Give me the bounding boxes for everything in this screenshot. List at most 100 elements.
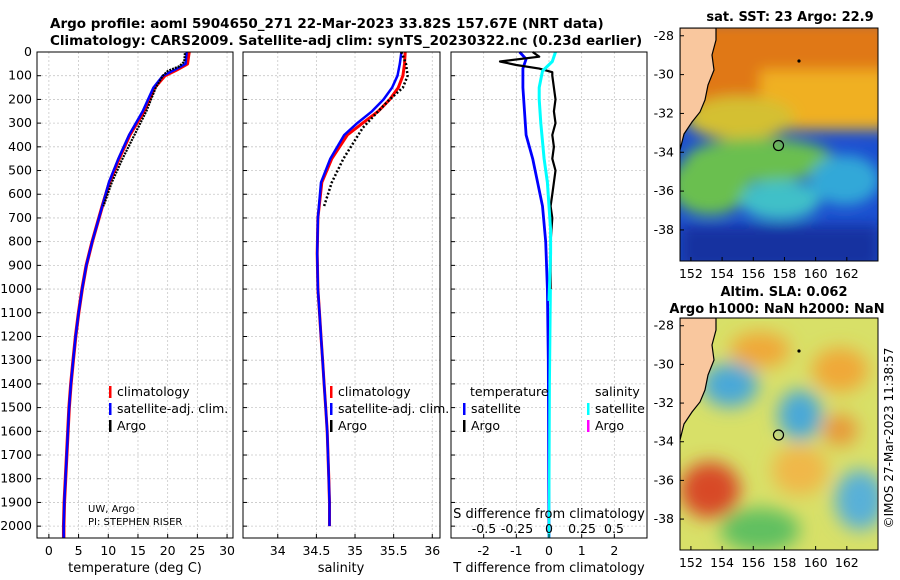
depth-tick-label: 300 xyxy=(8,115,32,130)
sal-satellite-line xyxy=(315,51,403,527)
diff-temp-satellite-line xyxy=(518,51,551,539)
diff-xtick-label: 2 xyxy=(610,543,618,558)
temp-frame xyxy=(36,51,234,539)
diff-temp-argo-line xyxy=(498,51,557,290)
diff-xtick-label: 0 xyxy=(545,543,553,558)
sla-high-center xyxy=(772,445,828,495)
sst-field xyxy=(680,28,878,261)
depth-tick-label: 1300 xyxy=(0,352,32,367)
diff-sal-legend-label: Argo xyxy=(595,418,624,433)
sal-legend-swatch xyxy=(330,386,333,398)
depth-tick-label: 500 xyxy=(8,163,32,178)
temperature-panel: 0100200300400500600700800900100011001200… xyxy=(0,44,235,576)
sla-map: Altim. SLA: 0.062 Argo h1000: NaN h2000:… xyxy=(654,285,885,570)
temp-argo-line xyxy=(102,53,186,207)
temp-xtick-label: 25 xyxy=(189,543,205,558)
sla-high-north xyxy=(730,332,790,368)
sla-map-title: Altim. SLA: 0.062 xyxy=(721,285,848,300)
diff-temp-legend-swatch xyxy=(463,420,466,432)
diff-legend-title-salinity: salinity xyxy=(595,384,640,399)
sst-float-marker xyxy=(772,139,785,152)
diff-temp-legend-label: satellite xyxy=(471,401,521,416)
diff-xlabel: T difference from climatology xyxy=(452,561,645,576)
diff-sal-legend-swatch xyxy=(587,420,590,432)
sst-ticks: 152 154 156 158 160 162 -28 -30 -32 -34 -36 -38 xyxy=(654,28,859,281)
temp-legend-label: satellite-adj. clim. xyxy=(117,401,228,416)
sst-xtick-label: 152 xyxy=(679,266,703,281)
depth-tick-label: 1000 xyxy=(0,281,32,296)
sst-xtick-label: 158 xyxy=(773,266,797,281)
diff-sal-satellite-line xyxy=(537,51,557,301)
difference-panel: -2 -1 0 1 2 T difference from climatology S di… xyxy=(450,51,648,576)
sla-low-center xyxy=(778,390,822,440)
sla-map-frame xyxy=(679,317,879,551)
figure-title-line1: Argo profile: aoml 5904650_271 22-Mar-20… xyxy=(50,16,604,32)
diff-temp-legend-label: Argo xyxy=(471,418,500,433)
sst-map-frame xyxy=(679,27,879,262)
depth-tick-label: 700 xyxy=(8,210,32,225)
sst-eddy-cyan xyxy=(740,180,820,220)
sst-ytick-label: -32 xyxy=(654,105,674,120)
sla-map-subtitle: Argo h1000: NaN h2000: NaN xyxy=(669,302,884,317)
temp-xtick-label: 20 xyxy=(160,543,176,558)
temp-xtick-label: 10 xyxy=(100,543,116,558)
diff-sal-satellite-deep xyxy=(547,289,552,539)
sst-map-title: sat. SST: 23 Argo: 22.9 xyxy=(706,10,873,25)
depth-tick-label: 600 xyxy=(8,186,32,201)
sla-xtick-label: 158 xyxy=(773,555,797,570)
sal-legend-label: climatology xyxy=(338,384,411,399)
sla-ytick-label: -28 xyxy=(654,318,674,333)
sal-xtick-label: 35 xyxy=(347,543,363,558)
depth-tick-label: 200 xyxy=(8,91,32,106)
sal-background xyxy=(243,52,440,538)
depth-tick-label: 1100 xyxy=(0,305,32,320)
sal-xtick-label: 36 xyxy=(424,543,440,558)
depth-tick-label: 1700 xyxy=(0,447,32,462)
sla-ytick-label: -34 xyxy=(654,434,674,449)
depth-tick-label: 1900 xyxy=(0,494,32,509)
temp-xtick-label: 0 xyxy=(45,543,53,558)
sla-float-marker xyxy=(772,429,785,441)
diff-legend-title-temperature: temperature xyxy=(470,384,549,399)
imos-timestamp: ©IMOS 27-Mar-2023 11:38:57 xyxy=(882,348,896,529)
depth-tick-label: 1800 xyxy=(0,471,32,486)
diff-salinity-tick-label: -0.5 xyxy=(472,521,496,536)
sal-frame xyxy=(242,51,441,539)
depth-tick-label: 0 xyxy=(24,44,32,59)
depth-tick-label: 1500 xyxy=(0,400,32,415)
sal-xtick-label: 35.5 xyxy=(380,543,408,558)
sst-cold-south xyxy=(680,225,878,261)
sal-legend-swatch xyxy=(330,420,333,432)
sal-xlabel: salinity xyxy=(318,561,365,576)
temp-xtick-label: 5 xyxy=(75,543,83,558)
temp-xtick-label: 15 xyxy=(130,543,146,558)
sst-xtick-label: 160 xyxy=(804,266,828,281)
temp-xlabel: temperature (deg C) xyxy=(68,561,202,576)
diff-temp-legend-swatch xyxy=(463,403,466,415)
sla-xtick-label: 152 xyxy=(679,555,703,570)
sst-coastal-green xyxy=(680,155,750,215)
sst-east-cyan xyxy=(810,155,878,205)
diff-salinity-tick-label: 0 xyxy=(545,521,553,536)
sla-high-ne xyxy=(812,348,868,392)
sst-ytick-label: -28 xyxy=(654,28,674,43)
sst-xtick-label: 154 xyxy=(710,266,734,281)
figure-title-line2: Climatology: CARS2009. Satellite-adj cli… xyxy=(50,33,642,49)
depth-tick-label: 1400 xyxy=(0,376,32,391)
sst-ytick-label: -34 xyxy=(654,144,674,159)
temp-satellite-line xyxy=(62,51,188,538)
diff-sal-legend-label: satellite xyxy=(595,401,645,416)
sst-mid-band xyxy=(685,96,795,140)
diff-salinity-tick-label: -0.25 xyxy=(501,521,533,536)
sla-ytick-label: -30 xyxy=(654,356,674,371)
temp-legend-swatch xyxy=(109,403,112,415)
sal-xtick-label: 34 xyxy=(270,543,286,558)
sla-high-east xyxy=(822,414,858,446)
sla-ytick-label: -38 xyxy=(654,511,674,526)
diff-salinity-tick-label: 0.5 xyxy=(604,521,624,536)
sla-ytick-label: -32 xyxy=(654,395,674,410)
credit-line1: UW, Argo xyxy=(88,504,135,515)
sst-land-australia xyxy=(680,28,717,151)
diff-xtick-label: -1 xyxy=(510,543,522,558)
